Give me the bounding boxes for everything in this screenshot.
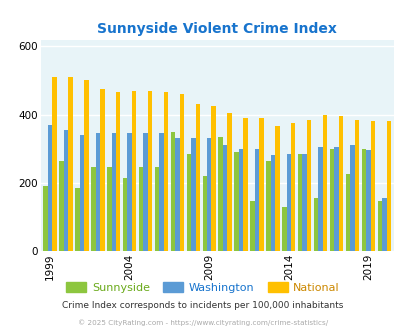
Bar (270, 155, 275, 251)
Bar (227, 113, 231, 251)
Bar (313, 198, 318, 251)
Bar (377, 201, 381, 251)
Bar (386, 121, 390, 251)
Legend: Sunnyside, Washington, National: Sunnyside, Washington, National (62, 278, 343, 297)
Bar (234, 152, 238, 251)
Bar (127, 133, 132, 251)
Bar (345, 174, 350, 251)
Bar (75, 188, 79, 251)
Bar (281, 207, 286, 251)
Bar (91, 167, 96, 251)
Bar (370, 121, 374, 251)
Bar (361, 148, 365, 251)
Bar (100, 89, 104, 251)
Bar (48, 125, 52, 251)
Bar (123, 178, 127, 251)
Bar (96, 133, 100, 251)
Bar (116, 92, 120, 251)
Bar (306, 120, 311, 251)
Bar (207, 138, 211, 251)
Bar (286, 154, 290, 251)
Bar (139, 167, 143, 251)
Bar (333, 147, 338, 251)
Bar (43, 186, 48, 251)
Bar (238, 148, 243, 251)
Bar (179, 94, 183, 251)
Bar (338, 116, 342, 251)
Bar (350, 145, 354, 251)
Bar (143, 133, 147, 251)
Bar (329, 148, 333, 251)
Bar (111, 133, 116, 251)
Bar (202, 176, 207, 251)
Bar (243, 118, 247, 251)
Bar (218, 137, 222, 251)
Bar (186, 154, 191, 251)
Text: © 2025 CityRating.com - https://www.cityrating.com/crime-statistics/: © 2025 CityRating.com - https://www.city… (78, 319, 327, 326)
Bar (163, 92, 168, 251)
Bar (191, 138, 195, 251)
Bar (171, 132, 175, 251)
Bar (365, 150, 370, 251)
Bar (381, 198, 386, 251)
Bar (211, 106, 215, 251)
Bar (52, 77, 57, 251)
Bar (297, 154, 302, 251)
Title: Sunnyside Violent Crime Index: Sunnyside Violent Crime Index (97, 22, 336, 36)
Bar (195, 104, 200, 251)
Text: Crime Index corresponds to incidents per 100,000 inhabitants: Crime Index corresponds to incidents per… (62, 301, 343, 310)
Bar (354, 120, 358, 251)
Bar (59, 160, 64, 251)
Bar (290, 123, 295, 251)
Bar (266, 160, 270, 251)
Bar (84, 81, 88, 251)
Bar (159, 133, 163, 251)
Bar (250, 201, 254, 251)
Bar (132, 91, 136, 251)
Bar (275, 126, 279, 251)
Bar (79, 135, 84, 251)
Bar (322, 115, 326, 251)
Bar (175, 138, 179, 251)
Bar (254, 148, 258, 251)
Bar (147, 91, 152, 251)
Bar (222, 145, 227, 251)
Bar (68, 77, 72, 251)
Bar (318, 147, 322, 251)
Bar (64, 130, 68, 251)
Bar (154, 167, 159, 251)
Bar (107, 167, 111, 251)
Bar (302, 154, 306, 251)
Bar (258, 118, 263, 251)
